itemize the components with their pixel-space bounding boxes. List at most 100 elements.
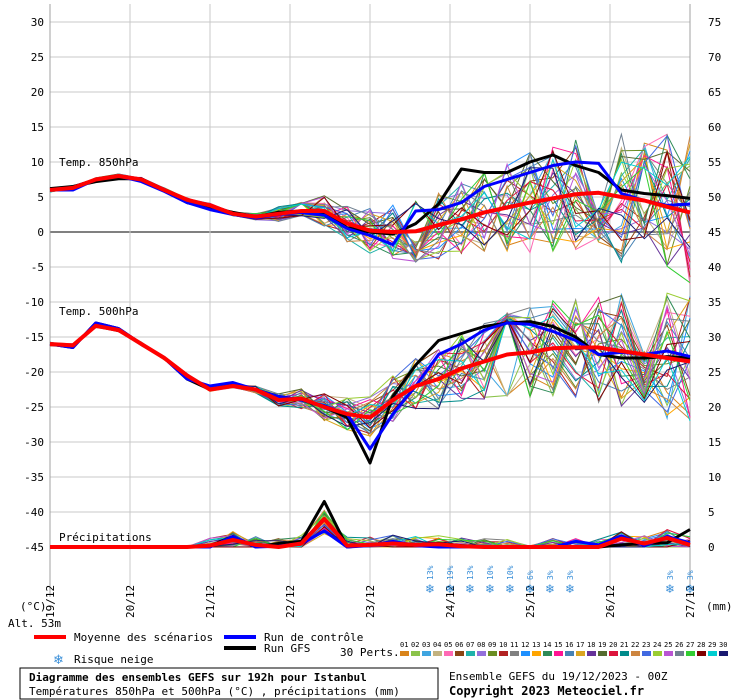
- y-tick-right: 40: [708, 261, 721, 274]
- pert-legend-swatch: [631, 651, 640, 656]
- x-tick-label: 21/12: [204, 585, 217, 618]
- right-unit-label: (mm): [706, 600, 733, 613]
- x-tick-label: 20/12: [124, 585, 137, 618]
- pert-legend-swatch: [422, 651, 431, 656]
- pert-legend-swatch: [620, 651, 629, 656]
- y-tick-left: -5: [31, 261, 44, 274]
- pert-legend-number: 02: [411, 641, 419, 649]
- x-tick-label: 27/12: [684, 585, 697, 618]
- pert-legend-number: 07: [466, 641, 474, 649]
- pert-legend-swatch: [587, 651, 596, 656]
- pert-legend-swatch: [664, 651, 673, 656]
- snow-risk-markers: 13% ❄ 19% ❄ 13% ❄ 10% ❄ 10% ❄ 6% ❄ 3% ❄ 3% ❄ 3% ❄ 3% ❄: [425, 565, 695, 596]
- perturbation-legend: 01 02 03 04 05 06 07 08 09 10 11 12 13 14 15 16 17 18 19 20…: [400, 641, 728, 656]
- pert-legend-swatch: [488, 651, 497, 656]
- x-tick-label: 26/12: [604, 585, 617, 618]
- pert-legend-number: 04: [433, 641, 441, 649]
- pert-legend-swatch: [642, 651, 651, 656]
- snow-flake-icon: ❄: [685, 582, 695, 596]
- y-tick-right: 55: [708, 156, 721, 169]
- pert-legend-number: 10: [499, 641, 507, 649]
- y-tick-right: 5: [708, 506, 715, 519]
- y-tick-left: 0: [37, 226, 44, 239]
- y-tick-right: 60: [708, 121, 721, 134]
- snow-risk-percent: 3%: [546, 570, 555, 580]
- snow-flake-icon: ❄: [545, 582, 555, 596]
- pert-legend-number: 17: [576, 641, 584, 649]
- snow-risk-percent: 10%: [506, 565, 515, 580]
- y-tick-right: 45: [708, 226, 721, 239]
- pert-legend-number: 12: [521, 641, 529, 649]
- pert-legend-number: 08: [477, 641, 485, 649]
- pert-legend-number: 06: [455, 641, 463, 649]
- pert-legend-number: 21: [620, 641, 628, 649]
- snow-risk-percent: 3%: [686, 570, 695, 580]
- pert-legend-swatch: [719, 651, 728, 656]
- pert-legend-number: 27: [686, 641, 694, 649]
- pert-legend-swatch: [697, 651, 706, 656]
- pert-legend-number: 30: [719, 641, 727, 649]
- pert-legend-swatch: [686, 651, 695, 656]
- legend-snow-label: Risque neige: [74, 653, 153, 666]
- snow-risk-percent: 19%: [446, 565, 455, 580]
- pert-legend-swatch: [708, 651, 717, 656]
- x-tick-label: 24/12: [444, 585, 457, 618]
- x-tick-label: 22/12: [284, 585, 297, 618]
- pert-legend-number: 18: [587, 641, 595, 649]
- chart-subtitle: Températures 850hPa et 500hPa (°C) , pré…: [29, 685, 400, 698]
- legend-mean-label: Moyenne des scénarios: [74, 631, 213, 644]
- y-tick-left: 20: [31, 86, 44, 99]
- mean-precip-line: [50, 517, 691, 549]
- pert-legend-swatch: [521, 651, 530, 656]
- y-tick-right: 15: [708, 436, 721, 449]
- snow-flake-icon: ❄: [525, 582, 535, 596]
- x-tick-label: 19/12: [44, 585, 57, 618]
- snow-flake-icon: ❄: [53, 653, 64, 668]
- pert-legend-number: 16: [565, 641, 573, 649]
- pert-legend-swatch: [675, 651, 684, 656]
- copyright: Copyright 2023 Meteociel.fr: [449, 684, 644, 698]
- altitude-label: Alt. 53m: [8, 617, 61, 630]
- pert-legend-number: 11: [510, 641, 518, 649]
- pert-legend-number: 25: [664, 641, 672, 649]
- chart-title: Diagramme des ensembles GEFS sur 192h po…: [29, 671, 367, 684]
- y-tick-left: -10: [24, 296, 44, 309]
- title-box: [19, 667, 439, 700]
- left-unit-label: (°C): [20, 600, 47, 613]
- y-tick-right: 65: [708, 86, 721, 99]
- y-tick-left: 5: [37, 191, 44, 204]
- legend: Moyenne des scénarios Run de contrôle Ru…: [34, 631, 728, 668]
- pert-legend-number: 09: [488, 641, 496, 649]
- y-tick-right: 25: [708, 366, 721, 379]
- pert-legend-swatch: [444, 651, 453, 656]
- y-tick-left: -20: [24, 366, 44, 379]
- pert-legend-number: 24: [653, 641, 661, 649]
- y-tick-right: 30: [708, 331, 721, 344]
- legend-perts-label: 30 Perts.: [340, 646, 400, 659]
- snow-risk-percent: 13%: [426, 565, 435, 580]
- x-tick-label: 25/12: [524, 585, 537, 618]
- pert-legend-number: 26: [675, 641, 683, 649]
- panel-label-precip: Précipitations: [59, 531, 152, 544]
- snow-risk-percent: 3%: [666, 570, 675, 580]
- run-label: Ensemble GEFS du 19/12/2023 - 00Z: [449, 670, 668, 683]
- y-tick-left: 25: [31, 51, 44, 64]
- snow-risk-percent: 10%: [486, 565, 495, 580]
- snow-flake-icon: ❄: [485, 582, 495, 596]
- y-tick-right: 10: [708, 471, 721, 484]
- y-tick-right: 50: [708, 191, 721, 204]
- pert-legend-swatch: [466, 651, 475, 656]
- y-tick-left: -35: [24, 471, 44, 484]
- pert-legend-swatch: [510, 651, 519, 656]
- pert-legend-number: 14: [543, 641, 551, 649]
- pert-legend-swatch: [433, 651, 442, 656]
- snow-flake-icon: ❄: [465, 582, 475, 596]
- snow-flake-icon: ❄: [565, 582, 575, 596]
- y-tick-right: 20: [708, 401, 721, 414]
- legend-control-label: Run de contrôle: [264, 631, 363, 644]
- pert-legend-swatch: [499, 651, 508, 656]
- pert-legend-swatch: [532, 651, 541, 656]
